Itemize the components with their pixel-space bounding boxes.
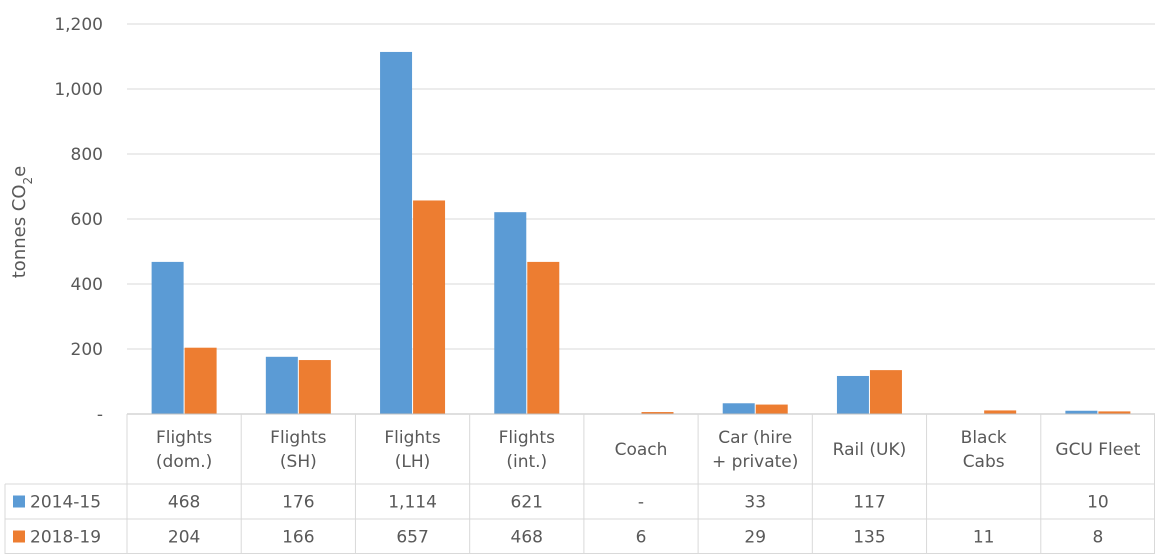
legend-swatch — [13, 530, 25, 543]
bar-2018-19 — [984, 410, 1017, 414]
bar-2014-15 — [494, 212, 527, 414]
data-label: 166 — [282, 528, 314, 548]
data-label: 10 — [1087, 493, 1109, 513]
x-category-label: Flights — [270, 428, 326, 448]
bar-2018-19 — [298, 360, 331, 414]
bar-2018-19 — [413, 200, 446, 414]
y-axis-label: tonnes CO2e — [9, 166, 35, 279]
data-label: 11 — [973, 528, 995, 548]
bar-2018-19 — [527, 261, 560, 414]
x-category-label: Rail (UK) — [833, 440, 907, 460]
data-label: 6 — [636, 528, 647, 548]
y-tick-label: - — [97, 405, 103, 425]
x-category-label: (int.) — [506, 452, 547, 472]
data-label: 204 — [168, 528, 200, 548]
x-category-label: Flights — [499, 428, 555, 448]
data-label: 468 — [168, 493, 200, 513]
bar-2014-15 — [1065, 410, 1098, 414]
bar-2018-19 — [869, 370, 902, 414]
bar-2018-19 — [641, 412, 674, 414]
data-label: 33 — [744, 493, 766, 513]
data-label: 657 — [396, 528, 428, 548]
x-category-label: Flights — [156, 428, 212, 448]
data-label: - — [638, 493, 644, 513]
bar-2014-15 — [380, 51, 413, 414]
x-category-label: + private) — [712, 452, 798, 472]
y-tick-label: 400 — [71, 275, 103, 295]
y-tick-label: 600 — [71, 210, 103, 230]
data-table: Flights (dom.) Flights (SH) Flights (LH) Fligh… — [4, 413, 1155, 554]
x-category-label: (LH) — [395, 452, 431, 472]
gridlines — [127, 23, 1155, 350]
legend-swatch — [13, 495, 25, 508]
x-category-label: Cabs — [963, 452, 1005, 472]
y-tick-label: 800 — [71, 145, 103, 165]
data-label: 1,114 — [388, 493, 437, 513]
y-axis: - 200 400 600 800 1,000 1,200 — [54, 15, 103, 425]
y-tick-label: 1,200 — [54, 15, 103, 35]
data-label: 135 — [853, 528, 885, 548]
bar-2014-15 — [151, 261, 184, 414]
x-category-label: GCU Fleet — [1055, 440, 1140, 460]
data-label: 621 — [511, 493, 543, 513]
bar-2014-15 — [836, 375, 869, 414]
x-category-label: Coach — [615, 440, 668, 460]
x-category-label: (dom.) — [156, 452, 212, 472]
legend-label: 2014-15 — [30, 493, 101, 513]
bar-2018-19 — [1098, 411, 1131, 414]
data-label: 176 — [282, 493, 314, 513]
bars — [151, 51, 1131, 414]
x-category-label: Car (hire — [718, 428, 792, 448]
bar-2018-19 — [755, 404, 788, 414]
x-category-label: Black — [961, 428, 1007, 448]
x-category-label: Flights — [384, 428, 440, 448]
bar-2014-15 — [722, 403, 755, 414]
legend-label: 2018-19 — [30, 528, 101, 548]
data-label: 468 — [511, 528, 543, 548]
bar-2014-15 — [265, 356, 298, 414]
x-category-label: (SH) — [280, 452, 317, 472]
data-label: 117 — [853, 493, 885, 513]
bar-2018-19 — [184, 347, 217, 414]
data-label: 8 — [1092, 528, 1103, 548]
y-tick-label: 1,000 — [54, 80, 103, 100]
y-tick-label: 200 — [71, 340, 103, 360]
data-label: 29 — [744, 528, 766, 548]
